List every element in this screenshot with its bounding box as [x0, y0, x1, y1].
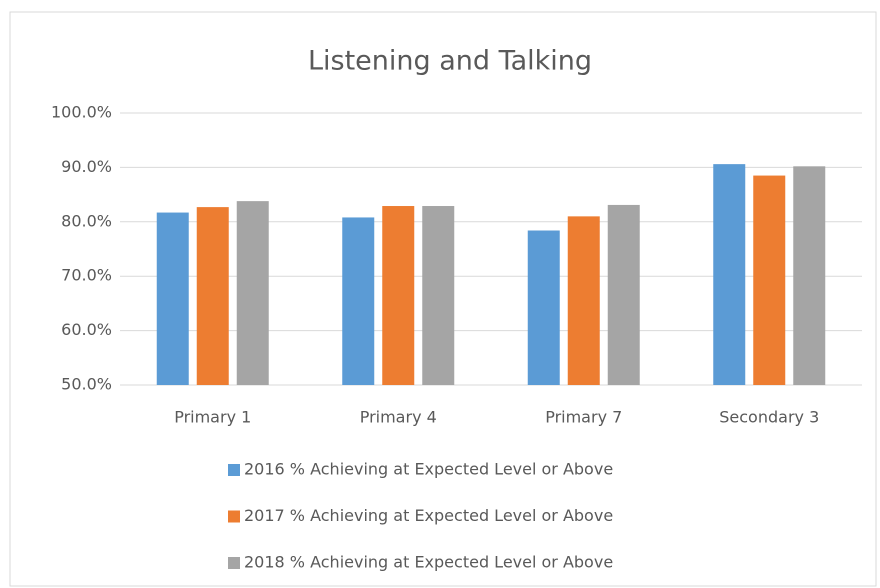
chart-title: Listening and Talking	[308, 46, 592, 77]
bar	[422, 206, 455, 385]
y-tick-label: 60.0%	[61, 320, 112, 339]
x-tick-label: Primary 4	[360, 408, 437, 427]
bar	[382, 206, 415, 385]
x-tick-label: Primary 1	[174, 408, 251, 427]
bar	[196, 207, 229, 385]
legend-label: 2016 % Achieving at Expected Level or Ab…	[244, 460, 613, 479]
bar	[342, 217, 375, 385]
bar	[793, 166, 826, 385]
x-tick-label: Secondary 3	[719, 408, 819, 427]
bar	[156, 212, 189, 385]
legend-label: 2018 % Achieving at Expected Level or Ab…	[244, 553, 613, 572]
bar	[527, 230, 560, 385]
bar	[753, 175, 786, 385]
bar	[607, 204, 640, 385]
y-tick-label: 50.0%	[61, 375, 112, 394]
y-tick-label: 100.0%	[51, 103, 112, 122]
legend-label: 2017 % Achieving at Expected Level or Ab…	[244, 506, 613, 525]
bar	[567, 216, 600, 385]
y-tick-label: 70.0%	[61, 266, 112, 285]
y-tick-label: 80.0%	[61, 211, 112, 230]
legend-swatch	[228, 464, 240, 476]
x-tick-label: Primary 7	[545, 408, 622, 427]
legend-swatch	[228, 557, 240, 569]
legend-swatch	[228, 510, 240, 523]
bar	[713, 164, 746, 385]
bar	[236, 201, 269, 385]
y-tick-label: 90.0%	[61, 157, 112, 176]
